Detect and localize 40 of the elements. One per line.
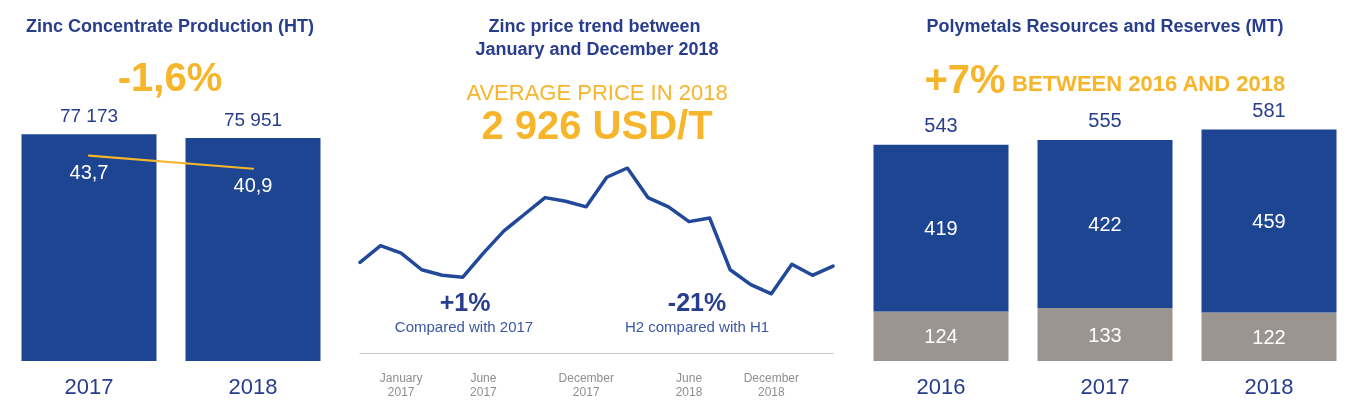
x-tick-label: June 2017 [470,371,498,399]
total-label: 555 [1088,108,1122,131]
bar [1037,139,1173,309]
bar [1201,312,1337,361]
bar [1201,129,1337,313]
x-tick-label: December 2018 [743,371,799,399]
data-label: 122 [1252,325,1286,348]
data-label: 75 951 [223,108,283,130]
x-tick-label: 2018 [228,373,278,399]
chart-title: Zinc price trend between January and December 2018 [475,15,719,59]
x-tick-label: 2018 [1244,373,1294,399]
bar [873,144,1009,312]
x-tick-label: June 2018 [675,371,703,399]
bar [873,311,1009,361]
total-label: 581 [1252,98,1286,121]
x-tick-label: 2017 [1080,373,1130,399]
x-tick-label: December 2017 [558,371,614,399]
data-label: 43,7 [69,160,109,183]
chart-subtitle: -1,6% [117,55,223,99]
data-label: 40,9 [233,173,273,196]
annotation: +1% [439,288,491,316]
data-label: 419 [924,217,958,240]
data-label: 459 [1252,209,1286,232]
total-label: 543 [924,113,958,136]
data-label: 422 [1088,212,1122,235]
data-label: 133 [1088,323,1122,346]
bar [1037,308,1173,361]
text: 2 926 USD/T [481,103,713,147]
data-label: 124 [924,325,958,348]
annotation: H2 compared with H1 [624,317,770,335]
annotation: -21% [667,288,727,316]
chart-title: Polymetals Resources and Reserves (MT) [926,15,1284,36]
chart-title: Zinc Concentrate Production (HT) [26,15,315,36]
chart-subtitle: AVERAGE PRICE IN 2018 [466,79,728,105]
x-tick-label: January 2017 [379,371,423,399]
data-label: 77 173 [59,105,119,127]
annotation: Compared with 2017 [394,317,534,335]
chart-subtitle: +7% BETWEEN 2016 AND 2018 [924,57,1286,101]
x-tick-label: 2016 [916,373,966,399]
x-tick-label: 2017 [64,373,114,399]
